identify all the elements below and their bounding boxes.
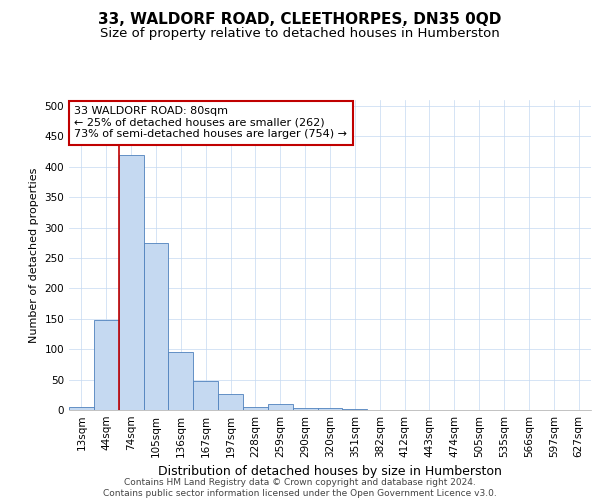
Bar — [343, 409, 367, 410]
Bar — [69, 407, 94, 410]
Y-axis label: Number of detached properties: Number of detached properties — [29, 168, 39, 342]
Bar — [243, 407, 268, 410]
Text: Size of property relative to detached houses in Humberston: Size of property relative to detached ho… — [100, 28, 500, 40]
Bar — [169, 352, 193, 410]
X-axis label: Distribution of detached houses by size in Humberston: Distribution of detached houses by size … — [158, 466, 502, 478]
Text: Contains HM Land Registry data © Crown copyright and database right 2024.
Contai: Contains HM Land Registry data © Crown c… — [103, 478, 497, 498]
Bar — [268, 404, 293, 410]
Bar — [293, 408, 317, 410]
Bar — [143, 243, 169, 410]
Bar — [193, 381, 218, 410]
Bar — [317, 408, 343, 410]
Bar — [119, 154, 143, 410]
Bar — [94, 320, 119, 410]
Text: 33 WALDORF ROAD: 80sqm
← 25% of detached houses are smaller (262)
73% of semi-de: 33 WALDORF ROAD: 80sqm ← 25% of detached… — [74, 106, 347, 140]
Bar — [218, 394, 243, 410]
Text: 33, WALDORF ROAD, CLEETHORPES, DN35 0QD: 33, WALDORF ROAD, CLEETHORPES, DN35 0QD — [98, 12, 502, 28]
